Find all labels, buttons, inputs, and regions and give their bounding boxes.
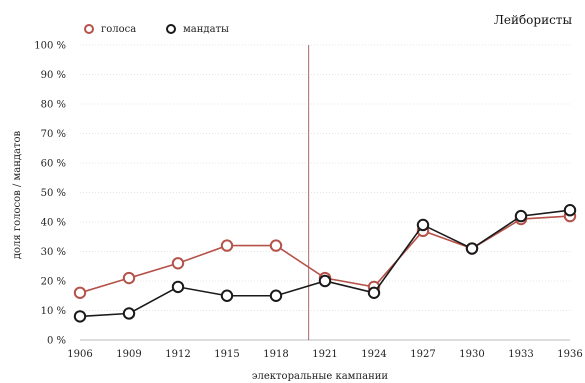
data-point — [220, 239, 234, 252]
data-point — [465, 242, 479, 255]
legend-marker-seats — [166, 24, 176, 34]
x-tick-label: 1909 — [116, 349, 141, 360]
x-tick-label: 1912 — [165, 349, 190, 360]
x-tick-label: 1930 — [459, 349, 484, 360]
y-tick-label: 10 % — [41, 306, 66, 317]
x-axis-ticks: 1906 1909 1912 1915 1918 1921 1924 1927 1930 1933… — [67, 349, 582, 360]
data-point — [514, 209, 528, 223]
x-tick-label: 1927 — [410, 349, 435, 360]
x-tick-label: 1915 — [214, 349, 239, 360]
x-tick-label: 1924 — [361, 349, 386, 360]
grid — [80, 44, 570, 341]
y-tick-label: 60 % — [41, 159, 66, 170]
y-tick-label: 100 % — [34, 41, 66, 52]
data-point — [220, 289, 234, 302]
y-tick-label: 0 % — [47, 336, 66, 347]
series-line — [79, 209, 571, 318]
data-point — [416, 218, 430, 232]
x-axis-label: электоральные кампании — [252, 371, 389, 382]
series-seats — [73, 204, 577, 323]
x-tick-label: 1933 — [508, 349, 533, 360]
x-tick-label: 1921 — [312, 349, 337, 360]
x-tick-label: 1936 — [557, 349, 582, 360]
data-point — [171, 257, 185, 270]
series — [73, 204, 577, 323]
data-point — [122, 307, 136, 320]
y-tick-label: 80 % — [41, 100, 66, 111]
data-point — [269, 289, 283, 302]
x-tick-label: 1918 — [263, 349, 288, 360]
data-point — [122, 271, 136, 285]
legend-item-seats: мандаты — [166, 24, 229, 35]
y-tick-label: 20 % — [41, 277, 66, 288]
data-point — [367, 286, 381, 299]
chart-title: Лейбористы — [494, 13, 573, 27]
data-point — [73, 310, 87, 323]
x-tick-label: 1906 — [67, 349, 92, 360]
y-axis-ticks: 0 % 10 % 20 % 30 % 40 % 50 % 60 % 70 % 80 % 90 % 1… — [34, 41, 66, 347]
data-point — [73, 286, 87, 299]
y-tick-label: 30 % — [41, 247, 66, 258]
y-tick-label: 70 % — [41, 129, 66, 140]
y-tick-label: 90 % — [41, 70, 66, 81]
legend-item-votes: голоса — [84, 24, 136, 35]
data-point — [171, 280, 185, 294]
legend: голоса мандаты — [84, 24, 229, 35]
y-tick-label: 40 % — [41, 218, 66, 229]
data-point — [318, 274, 332, 288]
data-point — [269, 239, 283, 252]
legend-label-votes: голоса — [101, 24, 136, 35]
y-tick-label: 50 % — [41, 188, 66, 199]
y-axis-label: доля голосов / мандатов — [12, 130, 23, 259]
data-point — [563, 204, 577, 217]
legend-label-seats: мандаты — [183, 24, 229, 35]
legend-marker-votes — [84, 24, 94, 34]
